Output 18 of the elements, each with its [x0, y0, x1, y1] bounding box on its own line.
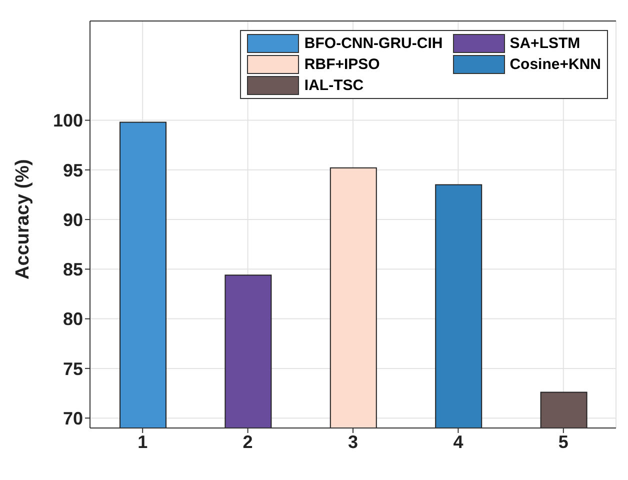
legend-label: IAL-TSC	[304, 77, 364, 94]
x-tick-label: 2	[242, 432, 253, 452]
y-tick-label: 70	[62, 408, 83, 428]
x-tick-label: 1	[138, 432, 148, 452]
y-tick-label: 95	[62, 160, 83, 180]
legend-label: RBF+IPSO	[304, 56, 380, 73]
legend-label: Cosine+KNN	[510, 56, 601, 73]
y-tick-label: 90	[62, 210, 83, 230]
x-tick-label: 3	[348, 432, 358, 452]
legend-label: BFO-CNN-GRU-CIH	[304, 35, 443, 52]
x-tick-label: 5	[558, 432, 568, 452]
y-tick-label: 85	[62, 260, 83, 280]
y-tick-label: 80	[62, 309, 83, 330]
legend-label: SA+LSTM	[510, 35, 580, 52]
y-axis-title: Accuracy (%)	[12, 159, 34, 280]
y-tick-label: 75	[62, 358, 83, 379]
y-tick-label: 100	[52, 110, 83, 131]
x-tick-label: 4	[453, 432, 464, 452]
